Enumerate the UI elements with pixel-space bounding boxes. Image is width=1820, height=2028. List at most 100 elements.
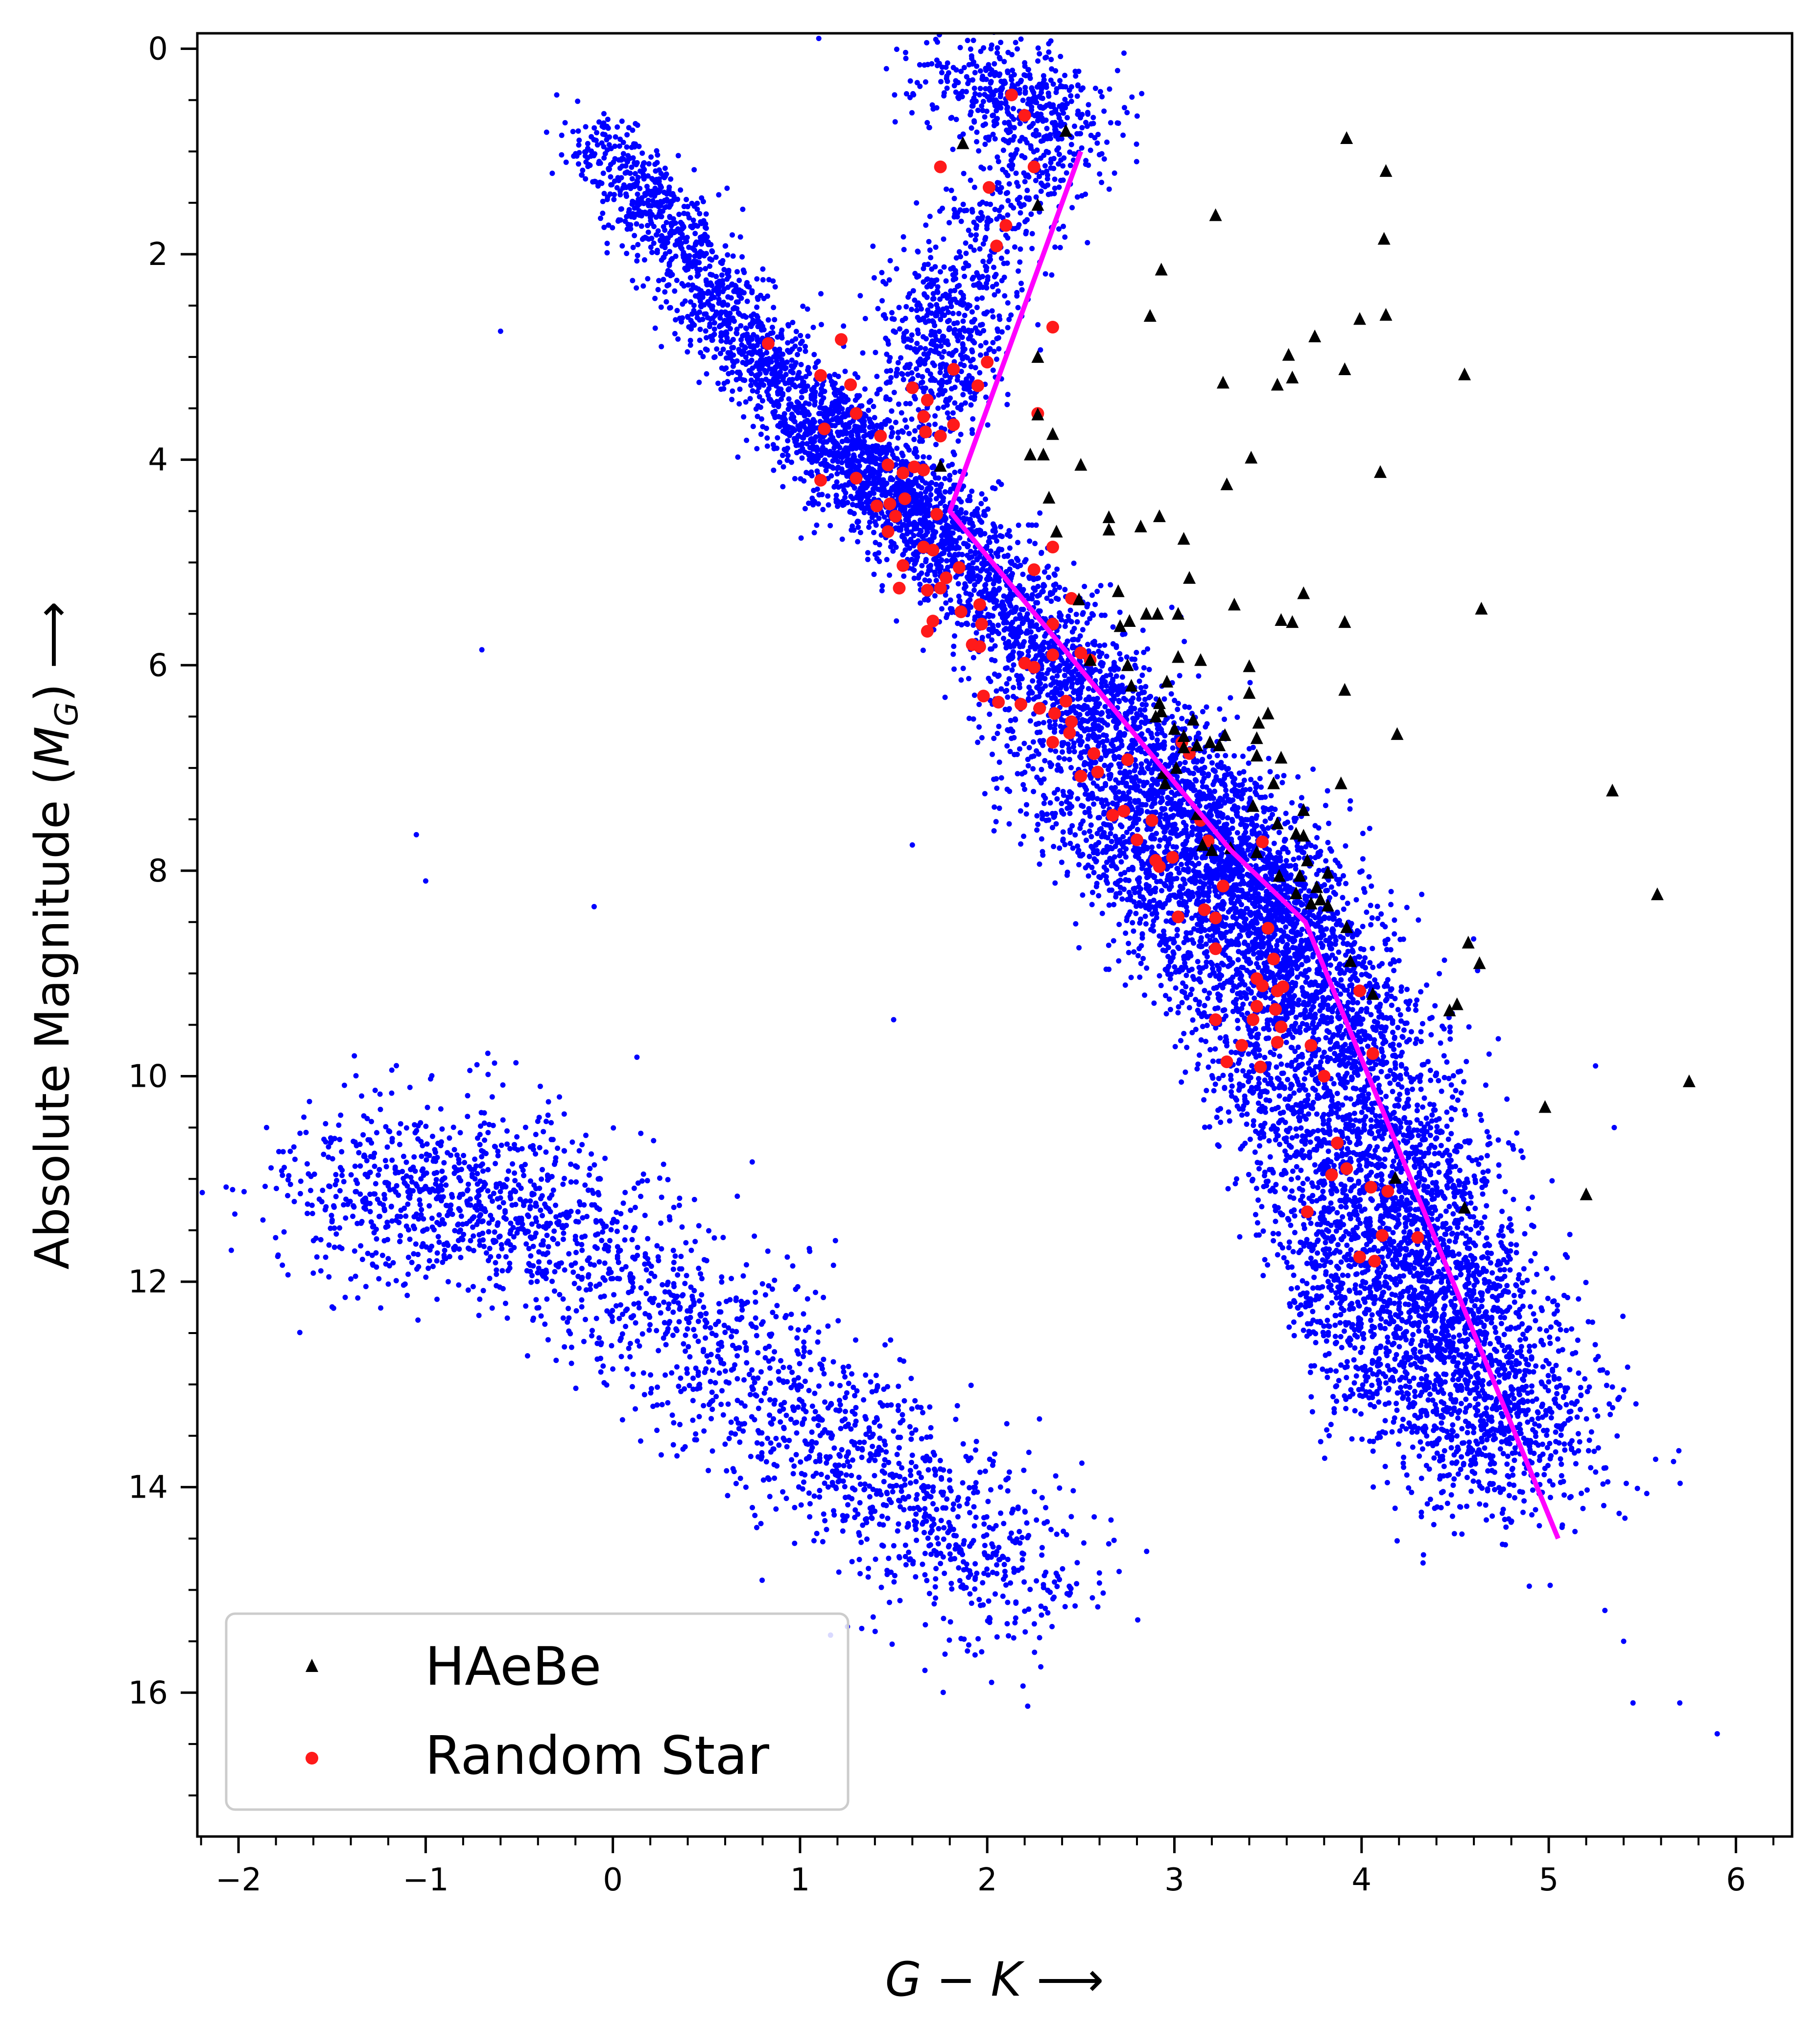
field-star-point [1266,756,1272,762]
field-star-point [771,305,777,310]
field-star-point [797,347,803,352]
field-star-point [1444,1328,1450,1334]
field-star-point [1392,1505,1398,1511]
field-star-point [1431,1522,1437,1527]
field-star-point [1496,1162,1502,1168]
field-star-point [1403,1181,1409,1187]
field-star-point [872,415,877,421]
field-star-point [1071,625,1077,631]
field-star-point [1471,936,1477,942]
field-star-point [1561,1292,1567,1298]
field-star-point [711,326,717,332]
field-star-point [1562,1252,1568,1258]
field-star-point [1404,986,1410,992]
field-star-point [709,249,715,255]
field-star-point [719,272,725,278]
field-star-point [1478,1297,1484,1303]
field-star-point [1558,1456,1563,1462]
field-star-point [1439,1420,1444,1426]
field-star-point [868,398,874,404]
field-star-point [1417,1142,1423,1147]
field-star-point [815,358,821,364]
field-star-point [1478,1220,1484,1226]
field-star-point [1296,855,1302,861]
field-star-point [1017,746,1022,752]
field-star-point [1349,947,1355,953]
field-star-point [576,137,582,143]
field-star-point [1235,805,1241,811]
field-star-point [652,295,658,301]
field-star-point [1547,1495,1553,1501]
field-star-point [903,424,909,430]
field-star-point [1394,1096,1400,1102]
field-star-point [1417,1169,1422,1175]
field-star-point [1567,1367,1573,1373]
field-star-point [843,394,849,400]
field-star-point [618,206,624,212]
field-star-point [1401,1455,1407,1460]
field-star-point [1052,572,1058,578]
field-star-point [1174,876,1180,882]
field-star-point [1530,1487,1536,1493]
field-star-point [805,334,811,339]
field-star-point [1486,1134,1492,1140]
field-star-point [1341,1308,1347,1313]
field-star-point [575,98,581,104]
field-star-point [720,302,726,308]
field-star-point [919,563,925,569]
field-star-point [676,212,682,217]
field-star-point [721,381,727,386]
field-star-point [1324,1317,1330,1323]
field-star-point [1512,1457,1517,1463]
field-star-point [1459,1426,1465,1432]
field-star-point [687,275,693,281]
field-star-point [1610,1405,1615,1410]
field-star-point [1531,1369,1536,1375]
field-star-point [906,447,912,453]
field-star-point [1067,607,1073,613]
field-star-point [988,548,993,554]
field-star-point [1607,1411,1613,1417]
field-star-point [1345,1135,1350,1141]
field-star-point [951,644,957,649]
field-star-point [1477,1501,1483,1507]
field-star-point [1549,1178,1555,1184]
field-star-point [1346,1006,1351,1012]
field-star-point [1263,873,1269,879]
field-star-point [1545,1373,1551,1379]
field-star-point [1446,1238,1452,1244]
field-star-point [641,257,647,263]
field-star-point [1231,753,1237,759]
field-star-point [851,452,857,458]
field-star-point [1558,1432,1564,1438]
field-star-point [1068,619,1074,624]
field-star-point [1441,1463,1447,1469]
field-star-point [1605,1479,1611,1485]
field-star-point [798,476,804,482]
field-star-point [764,443,770,449]
field-star-point [1453,1088,1459,1094]
field-star-point [604,250,610,256]
field-star-point [1604,1383,1609,1388]
field-star-point [867,519,873,525]
field-star-point [600,131,606,137]
field-star-point [932,572,938,578]
field-star-point [1324,887,1330,893]
field-star-point [1569,1326,1575,1332]
field-star-point [1569,1445,1575,1451]
field-star-point [1457,1168,1463,1173]
field-star-point [1479,1255,1485,1261]
field-star-point [635,253,640,259]
field-star-point [942,489,948,495]
field-star-point [1591,1449,1597,1454]
field-star-point [1033,522,1039,528]
field-star-point [713,254,719,260]
field-star-point [635,191,640,197]
field-star-point [1472,1206,1478,1211]
field-star-point [1281,773,1287,779]
field-star-point [917,581,923,587]
field-star-point [894,445,900,451]
field-star-point [1503,1524,1509,1530]
field-star-point [1333,1127,1339,1133]
